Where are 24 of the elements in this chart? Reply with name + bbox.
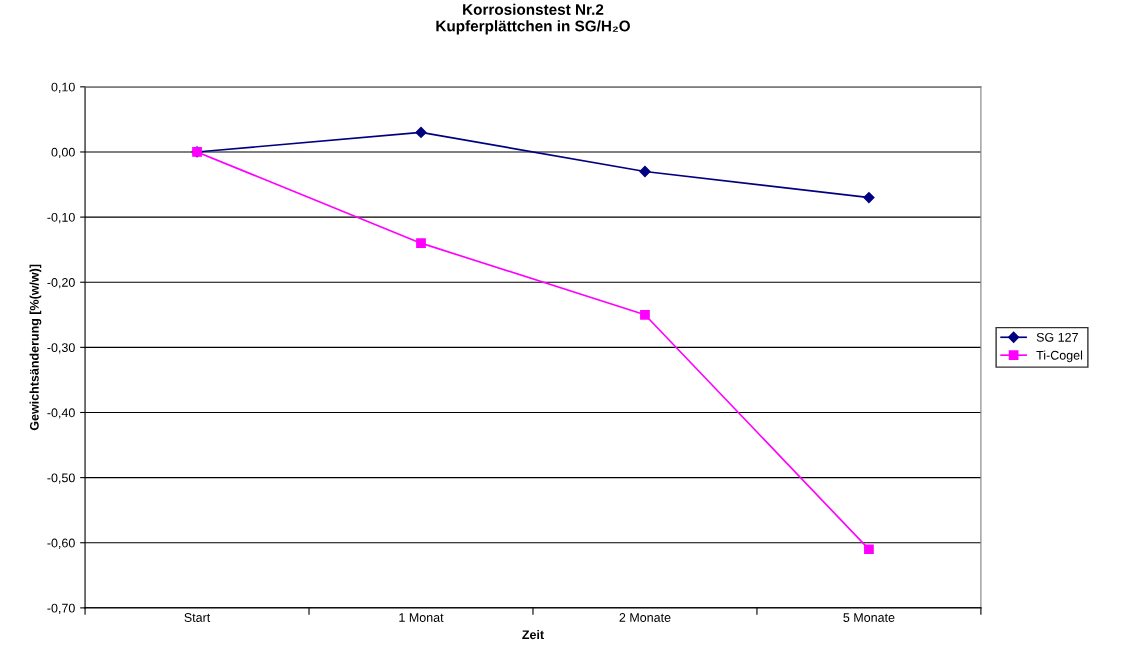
point	[863, 191, 875, 204]
y-tick-label: -0,50	[47, 473, 75, 484]
x-tick-label: 2 Monate	[619, 613, 671, 622]
y-tick-label: -0,70	[47, 603, 75, 615]
y-tick-label: -0,60	[47, 538, 75, 549]
legend-label: Ti-Cogel	[1036, 350, 1083, 363]
y-tick-label: -0,10	[47, 212, 75, 224]
x-tick-label: Start	[184, 613, 211, 622]
y-tick-label: -0,30	[47, 343, 75, 354]
legend-label: SG 127	[1036, 332, 1078, 342]
point	[864, 544, 874, 555]
x-axis-title: Zeit	[522, 629, 544, 640]
point	[416, 238, 426, 249]
y-tick-label: 0,10	[51, 82, 75, 93]
y-tick-label: -0,20	[47, 278, 75, 289]
y-tick-label: 0,00	[51, 147, 75, 159]
point	[639, 165, 651, 178]
y-axis-title: Gewichtsänderung [%(w/w)]	[29, 264, 42, 431]
point	[640, 309, 650, 320]
point	[415, 126, 427, 139]
x-tick-label: 5 Monate	[843, 613, 895, 622]
chart-title: Korrosionstest Nr.2 Kupferplättchen in SG/H₂O	[436, 3, 630, 35]
y-tick-label: -0,40	[47, 408, 75, 419]
x-tick-label: 1 Monat	[399, 613, 444, 622]
